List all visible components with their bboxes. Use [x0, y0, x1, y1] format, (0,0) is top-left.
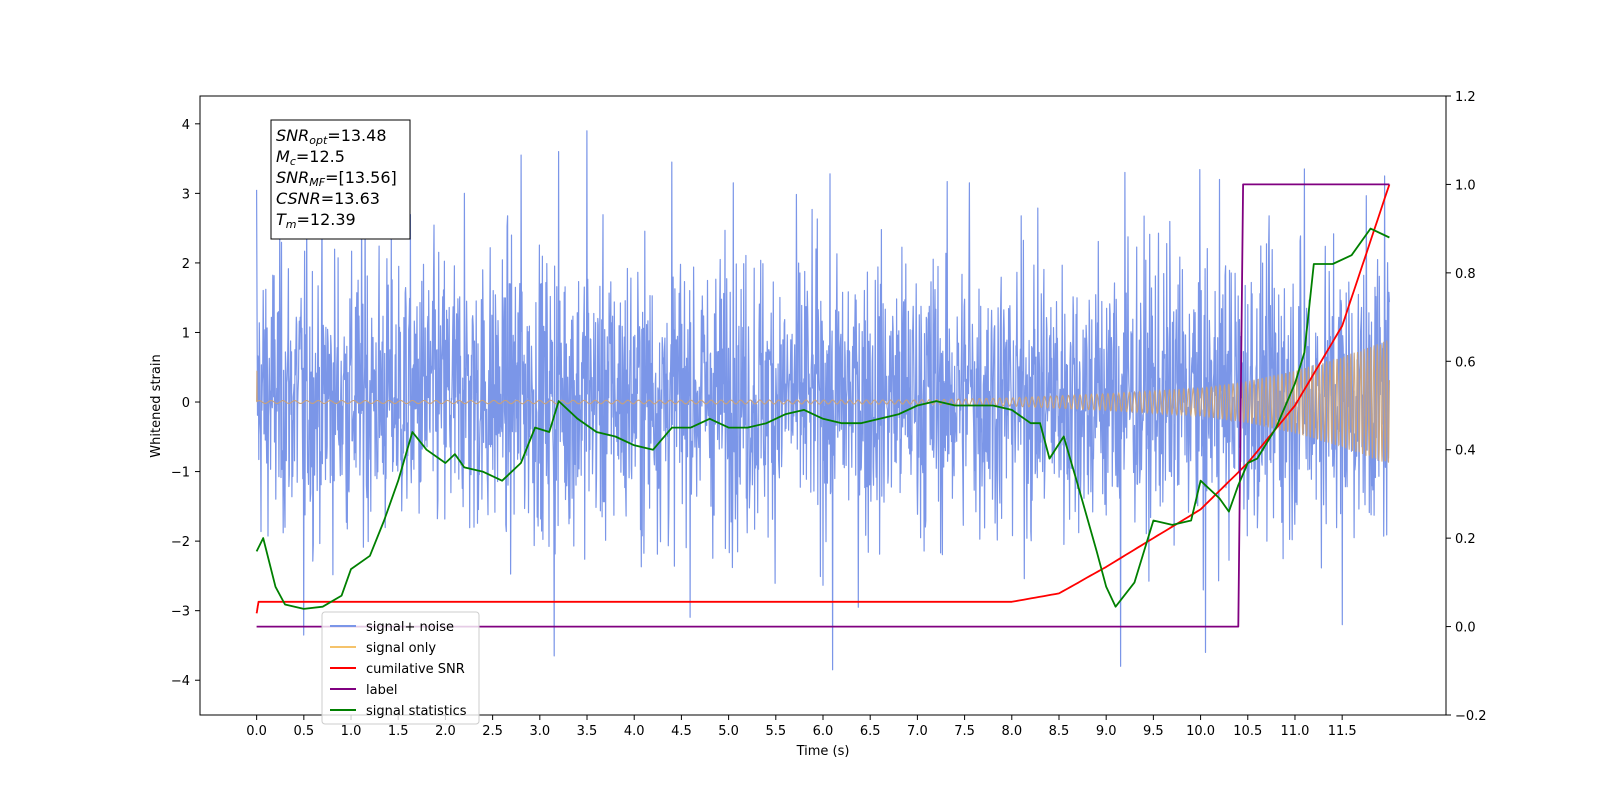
- annotation-line: SNRMF=[13.56]: [276, 168, 397, 189]
- x-tick-label: 11.5: [1328, 724, 1357, 739]
- x-tick-label: 8.5: [1049, 724, 1070, 739]
- x-tick-label: 6.0: [813, 724, 834, 739]
- series-signal-noise: [256, 130, 1390, 671]
- annotation-line: Mc=12.5: [276, 147, 345, 168]
- y-tick-label: 3: [182, 187, 190, 202]
- legend-entry: label: [366, 683, 397, 698]
- x-tick-label: 11.0: [1280, 724, 1309, 739]
- x-tick-label: 2.0: [435, 724, 456, 739]
- annotation-line: CSNR=13.63: [276, 189, 380, 208]
- y-tick-label: 0: [182, 396, 190, 411]
- y-right-tick-label: 0.4: [1455, 444, 1476, 459]
- y-tick-label: −3: [171, 605, 190, 620]
- x-tick-label: 0.5: [293, 724, 314, 739]
- x-tick-label: 9.5: [1143, 724, 1164, 739]
- y-tick-label: 2: [182, 257, 190, 272]
- x-tick-label: 9.0: [1096, 724, 1117, 739]
- y-right-tick-label: 0.2: [1455, 532, 1476, 547]
- annotation-line: Tm=12.39: [276, 210, 356, 231]
- legend-box: [321, 611, 480, 725]
- legend-entry: cumilative SNR: [366, 662, 465, 677]
- y-tick-label: −2: [171, 535, 190, 550]
- series-signal-only: [256, 340, 1390, 463]
- x-tick-label: 4.0: [624, 724, 645, 739]
- y-axis-title: Whitened strain: [149, 354, 164, 457]
- y-right-tick-label: 1.2: [1455, 90, 1476, 105]
- x-tick-label: 3.5: [577, 724, 598, 739]
- y-right-tick-label: −0.2: [1455, 709, 1487, 724]
- y-tick-label: 1: [182, 326, 190, 341]
- legend-entry: signal only: [366, 641, 436, 656]
- y-right-tick-label: 0.8: [1455, 267, 1476, 282]
- x-tick-label: 10.0: [1186, 724, 1215, 739]
- annotation-line: SNRopt=13.48: [276, 126, 387, 147]
- x-tick-label: 8.0: [1001, 724, 1022, 739]
- y-tick-label: 4: [182, 118, 190, 133]
- x-tick-label: 0.0: [246, 724, 267, 739]
- series-signal-statistics: [255, 227, 1390, 610]
- series-cumulative-snr: [255, 184, 1391, 614]
- y-right-tick-label: 1.0: [1455, 178, 1476, 193]
- stats-annotation: SNRopt=13.48Mc=12.5SNRMF=[13.56]CSNR=13.…: [270, 119, 411, 240]
- legend: signal+ noise signal only cumilative SNR la…: [321, 611, 480, 725]
- legend-entry: signal statistics: [366, 704, 467, 719]
- y-right-tick-label: 0.0: [1455, 621, 1476, 636]
- y-tick-label: −1: [171, 466, 190, 481]
- x-tick-label: 3.0: [529, 724, 550, 739]
- y-right-tick-label: 0.6: [1455, 355, 1476, 370]
- x-tick-label: 1.5: [388, 724, 409, 739]
- series-label: [256, 183, 1390, 628]
- x-tick-label: 7.5: [954, 724, 975, 739]
- x-tick-label: 6.5: [860, 724, 881, 739]
- x-axis-title: Time (s): [796, 744, 850, 759]
- legend-entry: signal+ noise: [366, 620, 454, 635]
- x-tick-label: 5.0: [718, 724, 739, 739]
- x-tick-label: 10.5: [1233, 724, 1262, 739]
- x-tick-label: 4.5: [671, 724, 692, 739]
- x-tick-label: 2.5: [482, 724, 503, 739]
- x-tick-label: 1.0: [341, 724, 362, 739]
- y-tick-label: −4: [171, 674, 190, 689]
- x-tick-label: 5.5: [765, 724, 786, 739]
- x-tick-label: 7.0: [907, 724, 928, 739]
- annotation-box: [270, 119, 411, 240]
